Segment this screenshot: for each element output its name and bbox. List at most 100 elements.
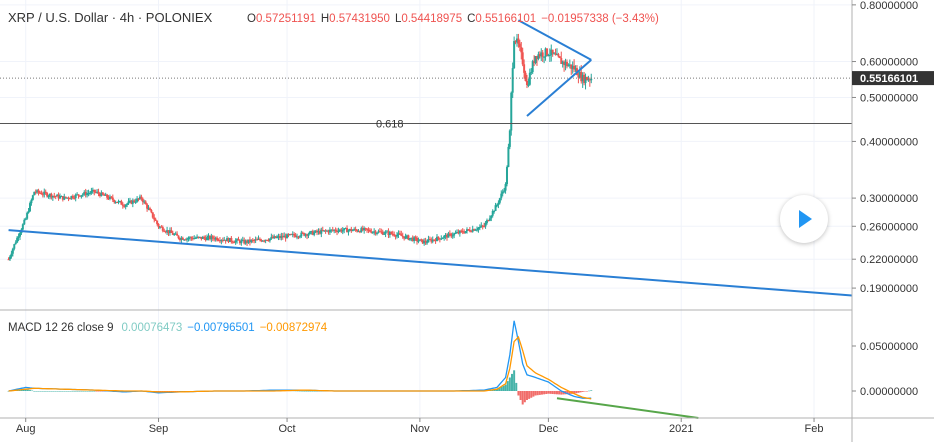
candle-body <box>447 233 450 238</box>
macd-histogram-bar <box>577 391 580 393</box>
macd-histogram-bar <box>56 391 59 392</box>
candle-body <box>523 64 526 73</box>
candle-body <box>343 228 346 231</box>
candle-body <box>548 54 551 56</box>
candle-body <box>163 230 166 232</box>
candle-body <box>228 237 231 243</box>
candle-body <box>518 43 521 48</box>
macd-histogram-bar <box>521 391 524 405</box>
macd-histogram-bar <box>31 390 34 392</box>
candle-body <box>294 235 297 237</box>
candle-body <box>406 235 409 237</box>
candle-body <box>127 201 130 204</box>
macd-histogram-bar <box>54 391 57 392</box>
symbol-name[interactable]: XRP / U.S. Dollar <box>8 10 109 25</box>
candle-body <box>336 231 339 233</box>
macd-histogram-bar <box>39 391 42 392</box>
candle-body <box>590 78 593 81</box>
candle-body <box>424 240 427 243</box>
candle-body <box>207 235 210 238</box>
candle-body <box>458 230 461 234</box>
candle-body <box>545 48 548 56</box>
candle-body <box>474 229 477 231</box>
candle-body <box>263 240 266 242</box>
replay-play-button[interactable] <box>780 195 828 243</box>
trendlines <box>8 19 853 297</box>
time-tick-label: Dec <box>539 423 559 435</box>
macd-histogram-bar <box>528 391 531 399</box>
candle-body <box>233 242 236 244</box>
macd-histogram-bar <box>33 391 36 392</box>
macd-histogram-bar <box>523 391 526 403</box>
candle-body <box>198 236 201 238</box>
candle-body <box>134 201 137 203</box>
exchange: POLONIEX <box>146 10 213 25</box>
candle-body <box>234 240 237 243</box>
candle-body <box>341 230 344 232</box>
macd-histogram-bar <box>555 391 558 395</box>
macd-histogram-bar <box>24 389 27 391</box>
candle-body <box>37 190 40 193</box>
candle-body <box>301 232 304 234</box>
candle-body <box>561 61 564 65</box>
macd-histogram-bar <box>76 391 79 392</box>
candle-body <box>557 54 560 57</box>
candle-body <box>361 228 364 231</box>
candle-body <box>363 228 366 231</box>
candle-body <box>488 218 491 221</box>
candle-body <box>350 229 353 232</box>
candle-body <box>383 233 386 235</box>
candle-body <box>47 195 50 197</box>
candle-body <box>376 232 379 234</box>
macd-histogram-bar <box>298 390 301 392</box>
candle-body <box>153 217 156 220</box>
macd-histogram-bar <box>506 381 509 391</box>
candle-body <box>360 228 363 233</box>
candle-body <box>10 253 13 257</box>
signal-line <box>8 335 592 400</box>
candle-body <box>117 201 120 203</box>
price-axis[interactable]: 0.80000000 0.60000000 0.50000000 0.40000000… <box>852 0 918 295</box>
candle-body <box>438 238 441 240</box>
macd-histogram-bar <box>513 370 516 391</box>
candle-body <box>308 231 311 235</box>
candle-body <box>81 194 84 196</box>
candle-body <box>87 193 90 195</box>
candle-body <box>213 238 216 240</box>
candle-body <box>430 239 433 242</box>
candle-body <box>201 237 204 239</box>
candle-body <box>170 230 173 233</box>
candle-body <box>563 61 566 66</box>
macd-histogram-bar <box>48 391 51 392</box>
candle-body <box>156 220 159 224</box>
candle-body <box>116 202 119 204</box>
candle-body <box>520 47 523 53</box>
candle-body <box>136 198 139 202</box>
candle-body <box>346 228 349 233</box>
candle-body <box>400 234 403 236</box>
candle-body <box>461 231 464 233</box>
candle-body <box>484 222 487 227</box>
candle-body <box>28 203 31 212</box>
candle-body <box>298 236 301 238</box>
candle-body <box>331 229 334 231</box>
macd-study-label[interactable]: MACD 12 26 close 9 <box>8 322 113 334</box>
macd-histogram-bar <box>52 391 55 392</box>
macd-legend: MACD 12 26 close 9 0.00076473 −0.00796501−… <box>8 322 328 334</box>
interval[interactable]: 4h <box>120 10 134 25</box>
macd-axis[interactable]: 0.05000000 0.00000000 <box>852 341 918 398</box>
candle-body <box>384 231 387 234</box>
candle-body <box>404 235 407 239</box>
candle-body <box>327 230 330 233</box>
candle-body <box>388 232 391 236</box>
candle-body <box>483 226 486 228</box>
candle-body <box>437 236 440 239</box>
candle-body <box>60 196 63 198</box>
candle-body <box>460 230 463 232</box>
time-axis[interactable]: Aug Sep Oct Nov Dec 2021 Feb <box>16 418 824 435</box>
candle-body <box>220 240 223 242</box>
candle-body <box>510 92 513 131</box>
candle-body <box>247 239 250 243</box>
